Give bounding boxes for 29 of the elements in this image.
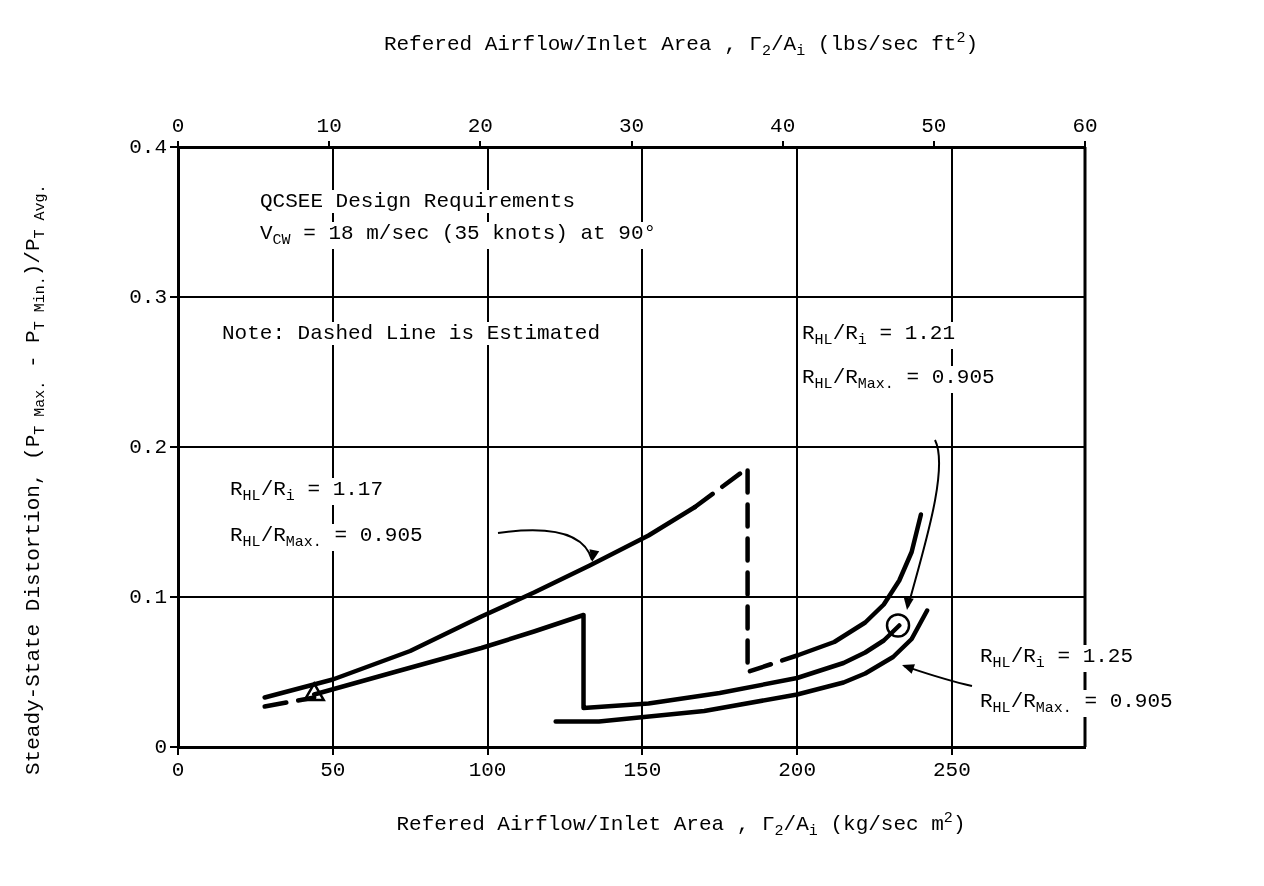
x-tick-label: 200 xyxy=(778,759,817,783)
annotation: R$_{HL}$/R$_{Max.}$ = 0.905 xyxy=(800,366,997,394)
annotation: R$_{HL}$/R$_{Max.}$ = 0.905 xyxy=(978,690,1175,718)
annotation: V$_{CW}$ = 18 m/sec (35 knots) at 90° xyxy=(258,222,659,250)
annotation: Note: Dashed Line is Estimated xyxy=(220,322,603,345)
annotation: R$_{HL}$/R$_{i}$ = 1.21 xyxy=(800,322,958,350)
x2-tick-label: 10 xyxy=(316,114,342,138)
annotation: QCSEE Design Requirements xyxy=(258,190,578,213)
x2-tick-label: 30 xyxy=(618,114,645,138)
x-tick-label: 0 xyxy=(171,759,185,783)
x2-tick-label: 40 xyxy=(770,114,796,138)
y-tick-label: 0.3 xyxy=(129,285,167,309)
annotation: R$_{HL}$/R$_{i}$ = 1.25 xyxy=(978,645,1136,673)
annotation: R$_{HL}$/R$_{i}$ = 1.17 xyxy=(228,478,386,506)
x-tick-label: 150 xyxy=(623,759,662,783)
y-tick-label: 0.2 xyxy=(129,435,167,459)
y-tick-label: 0 xyxy=(154,735,167,759)
annotation: R$_{HL}$/R$_{Max.}$ = 0.905 xyxy=(228,524,425,552)
x2-tick-label: 20 xyxy=(467,114,493,138)
y-tick-label: 0.4 xyxy=(129,135,167,159)
x2-tick-label: 0 xyxy=(171,114,185,138)
x-axis-title: Refered Airflow/Inlet Area , Γ$_{2}$/A$_{i}$ (kg/sec m$^{2}$) xyxy=(0,810,1264,841)
x2-axis-title: Refered Airflow/Inlet Area , Γ$_{2}$/A$_{i}$ (lbs/sec ft$^{2}$) xyxy=(0,30,1264,61)
x2-tick-label: 50 xyxy=(921,114,947,138)
x-tick-label: 250 xyxy=(932,759,971,783)
y-tick-label: 0.1 xyxy=(129,585,167,609)
x-tick-label: 100 xyxy=(468,759,507,783)
x-tick-label: 50 xyxy=(320,759,346,783)
x2-tick-label: 60 xyxy=(1072,114,1098,138)
